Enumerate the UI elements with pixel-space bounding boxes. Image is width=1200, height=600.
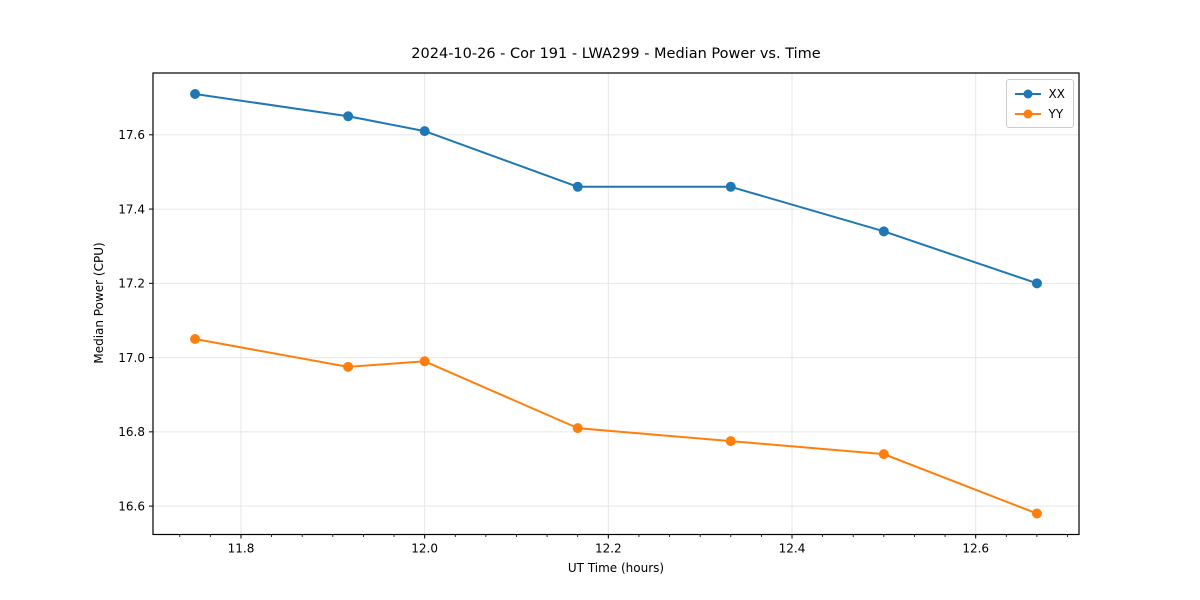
x-tick-label: 12.0: [411, 541, 438, 555]
data-point-xx: [343, 111, 354, 122]
data-point-xx: [725, 181, 736, 192]
y-tick-label: 17.4: [118, 202, 145, 216]
x-tick-label: 12.4: [779, 541, 806, 555]
y-tick-label: 16.6: [118, 499, 145, 513]
data-point-yy: [419, 356, 430, 367]
y-axis-label: Median Power (CPU): [92, 242, 106, 364]
data-point-yy: [572, 423, 583, 434]
x-tick-label: 12.2: [595, 541, 622, 555]
legend-label-xx: XX: [1048, 86, 1065, 101]
x-tick-label: 12.6: [962, 541, 989, 555]
legend-label-yy: YY: [1048, 106, 1064, 121]
y-tick-label: 17.6: [118, 128, 145, 142]
y-tick-label: 17.2: [118, 277, 145, 291]
axes-spines: [152, 72, 1080, 536]
line-marker-icon: [1014, 89, 1041, 98]
x-tick-label: 11.8: [228, 541, 255, 555]
data-point-yy: [343, 361, 354, 372]
data-point-yy: [725, 436, 736, 447]
series-line-yy: [194, 338, 1038, 515]
data-point-xx: [419, 126, 430, 137]
data-point-xx: [878, 226, 889, 237]
chart-title: 2024-10-26 - Cor 191 - LWA299 - Median P…: [411, 46, 821, 62]
legend-item-xx: XX: [1014, 84, 1065, 103]
line-marker-icon: [1014, 109, 1041, 118]
series-line-xx: [194, 92, 1038, 285]
x-axis-label: UT Time (hours): [567, 561, 665, 575]
y-tick-label: 17.0: [118, 351, 145, 365]
data-point-yy: [190, 334, 201, 345]
data-point-xx: [190, 88, 201, 99]
data-point-xx: [1031, 278, 1042, 289]
legend-item-yy: YY: [1014, 104, 1065, 123]
data-point-yy: [878, 449, 889, 460]
y-tick-label: 16.8: [118, 425, 145, 439]
data-point-yy: [1031, 508, 1042, 519]
data-point-xx: [572, 181, 583, 192]
legend: XX YY: [1005, 79, 1074, 128]
